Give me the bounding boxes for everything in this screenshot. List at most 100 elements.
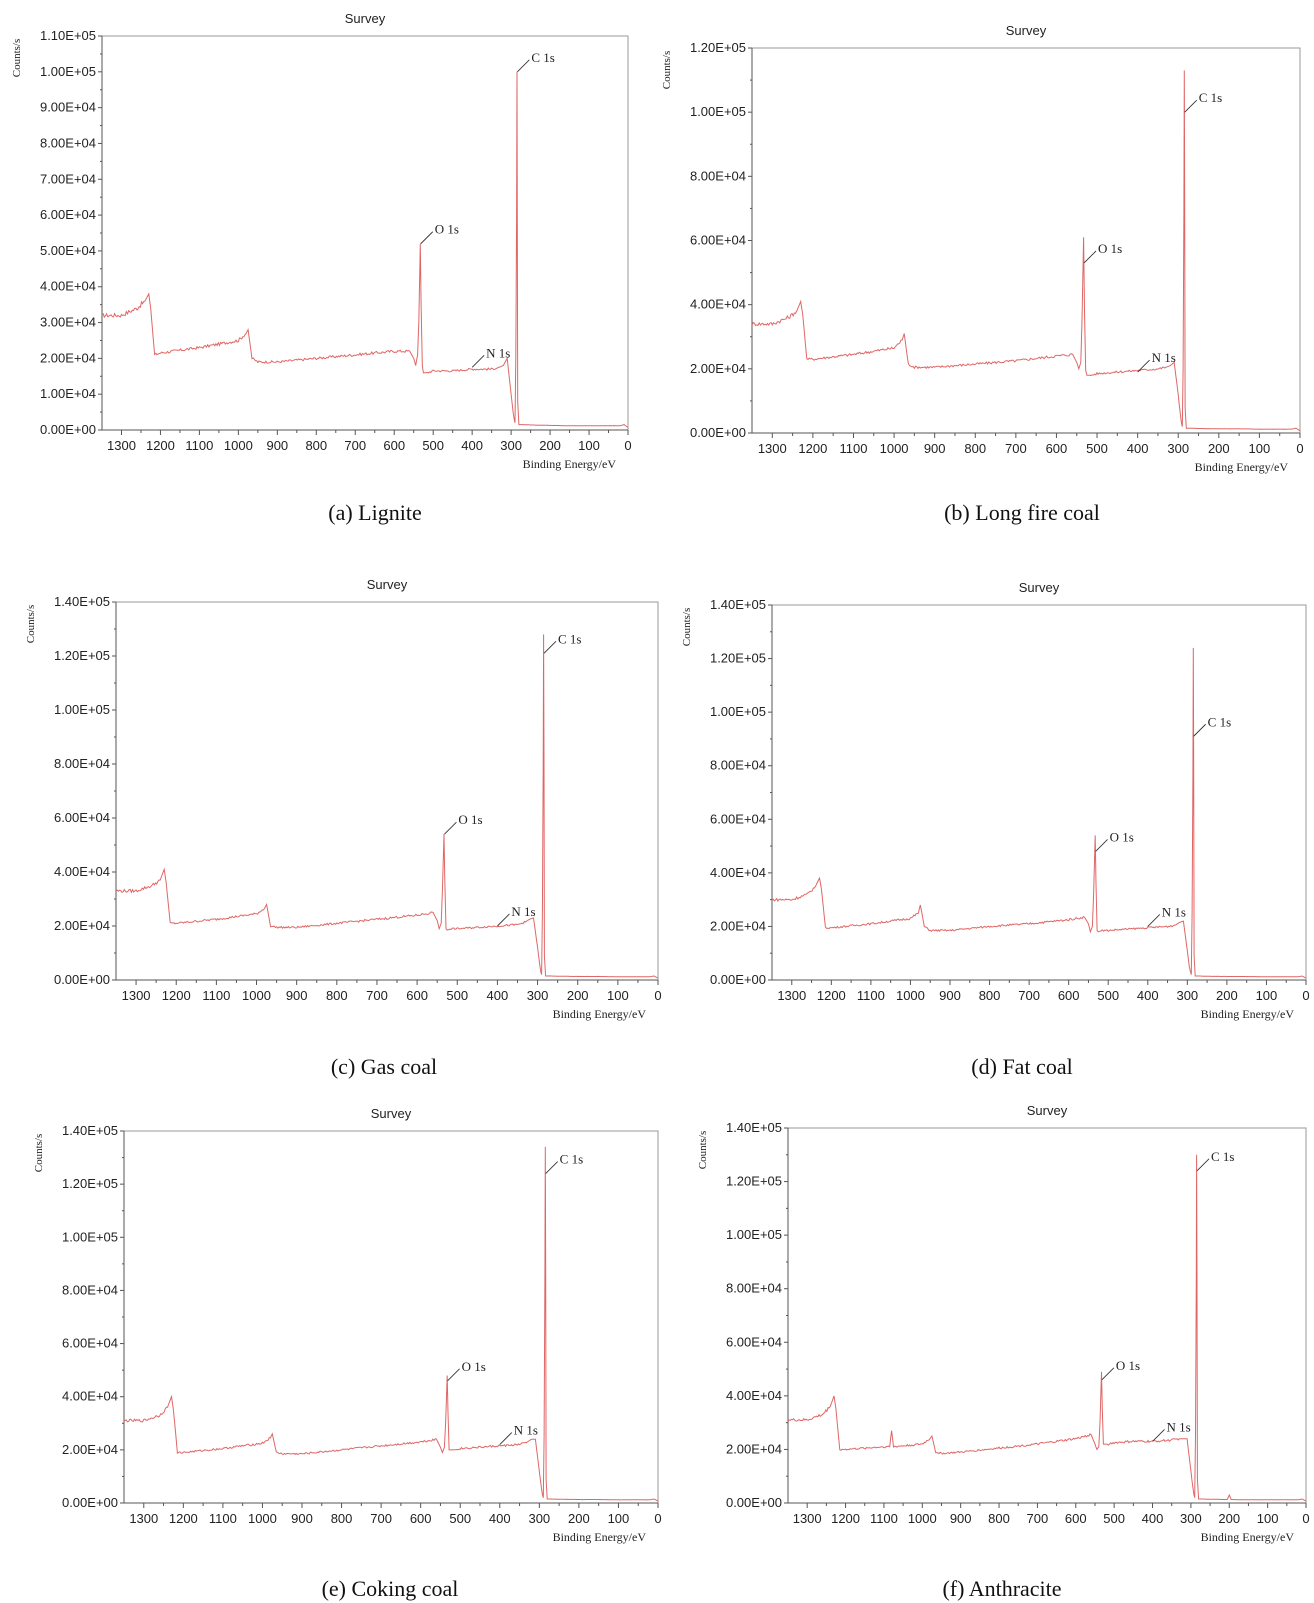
panel-caption: (e) Coking coal [322,1576,459,1601]
x-tick-label: 200 [1208,441,1230,456]
y-tick-label: 0.00E+00 [54,972,110,987]
x-tick-label: 600 [383,438,405,453]
y-tick-label: 1.00E+05 [40,64,96,79]
x-tick-label: 200 [1216,988,1238,1003]
peak-label: C 1s [1208,714,1231,729]
y-tick-label: 0.00E+00 [40,422,96,437]
x-tick-label: 1300 [758,441,787,456]
peak-label: C 1s [558,631,581,646]
plot-frame [751,47,1301,434]
panel-b: Survey 0.00E+00 2.00E+04 4.00E+04 6.00E+04 8.… [661,23,1304,474]
x-tick-label: 600 [406,988,428,1003]
y-axis-label: Counts/s [661,51,673,90]
x-tick-label: 1200 [162,988,191,1003]
x-tick-label: 400 [1127,441,1149,456]
y-tick-label: 9.00E+04 [40,100,96,115]
x-tick-label: 0 [624,438,631,453]
y-tick-label: 2.00E+04 [710,918,766,933]
x-tick-label: 700 [1005,441,1027,456]
x-tick-label: 1100 [185,438,213,453]
y-tick-label: 1.40E+05 [710,597,766,612]
plot-frame [123,1130,659,1504]
x-tick-label: 500 [446,988,468,1003]
x-axis-label: Binding Energy/eV [553,1530,647,1544]
peak-label: O 1s [458,812,482,827]
x-tick-label: 1000 [224,438,253,453]
x-tick-label: 200 [539,438,561,453]
y-tick-label: 5.00E+04 [40,243,96,258]
annotation-leader [1147,914,1161,927]
panel-f: Survey 0.00E+00 2.00E+04 4.00E+04 6.00E+04 8.… [697,1103,1310,1544]
plot-frame [771,604,1307,981]
y-tick-label: 1.10E+05 [40,28,96,43]
panel-title: Survey [1019,580,1060,595]
y-tick-label: 6.00E+04 [710,811,766,826]
y-tick-label: 3.00E+04 [40,315,96,330]
y-tick-label: 2.00E+04 [54,918,110,933]
panel-caption: (b) Long fire coal [944,500,1100,525]
x-tick-label: 0 [654,988,661,1003]
annotation-leader [444,821,457,835]
y-tick-label: 1.00E+05 [54,702,110,717]
peak-label: N 1s [486,345,510,360]
y-axis-label: Counts/s [681,608,693,647]
peak-label: C 1s [560,1152,583,1167]
panel-caption: (d) Fat coal [971,1054,1072,1079]
x-tick-label: 800 [326,988,348,1003]
x-tick-label: 500 [449,1511,471,1526]
y-tick-label: 1.20E+05 [726,1174,782,1189]
peak-label: C 1s [531,50,554,65]
peak-label: N 1s [511,904,535,919]
x-tick-label: 700 [370,1511,392,1526]
x-tick-label: 900 [950,1511,972,1526]
x-tick-label: 1000 [242,988,271,1003]
x-tick-label: 0 [1296,441,1303,456]
x-tick-label: 1000 [248,1511,277,1526]
y-tick-label: 8.00E+04 [710,758,766,773]
annotation-leader [1196,1158,1210,1172]
y-tick-label: 1.20E+05 [710,651,766,666]
x-tick-label: 1000 [908,1511,937,1526]
x-tick-label: 1100 [870,1511,898,1526]
y-tick-label: 1.40E+05 [726,1120,782,1135]
annotation-leader [1101,1367,1115,1381]
y-tick-label: 6.00E+04 [62,1336,118,1351]
panel-d: Survey 0.00E+00 2.00E+04 4.00E+04 6.00E+04 8.… [681,580,1310,1021]
x-tick-label: 1200 [169,1511,198,1526]
x-tick-label: 100 [1249,441,1271,456]
x-tick-label: 500 [1086,441,1108,456]
x-tick-label: 900 [286,988,308,1003]
peak-label: O 1s [435,222,459,237]
x-tick-label: 400 [489,1511,511,1526]
x-tick-label: 700 [344,438,366,453]
x-tick-label: 500 [422,438,444,453]
y-tick-label: 0.00E+00 [726,1495,782,1510]
y-tick-label: 1.00E+05 [62,1229,118,1244]
x-tick-label: 400 [1137,988,1159,1003]
annotation-leader [471,354,485,368]
peak-label: O 1s [1116,1358,1140,1373]
peak-label: C 1s [1199,90,1222,105]
peak-label: O 1s [1098,241,1122,256]
y-tick-label: 8.00E+04 [62,1282,118,1297]
y-axis-label: Counts/s [697,1131,709,1170]
x-tick-label: 200 [567,988,589,1003]
x-axis-label: Binding Energy/eV [1201,1530,1295,1544]
x-tick-label: 1100 [209,1511,237,1526]
x-tick-label: 1100 [857,988,885,1003]
x-tick-label: 800 [305,438,327,453]
annotation-leader [1137,359,1150,373]
annotation-leader [517,59,530,73]
y-tick-label: 1.40E+05 [62,1123,118,1138]
y-tick-label: 6.00E+04 [690,233,746,248]
y-tick-label: 0.00E+00 [62,1495,118,1510]
y-tick-label: 1.20E+05 [54,648,110,663]
x-tick-label: 1200 [817,988,846,1003]
peak-label: N 1s [514,1423,538,1438]
y-tick-label: 1.40E+05 [54,594,110,609]
x-tick-label: 1300 [777,988,806,1003]
x-tick-label: 1200 [798,441,827,456]
panel-title: Survey [1027,1103,1068,1118]
y-tick-label: 4.00E+04 [62,1389,118,1404]
plot-frame [115,601,659,981]
